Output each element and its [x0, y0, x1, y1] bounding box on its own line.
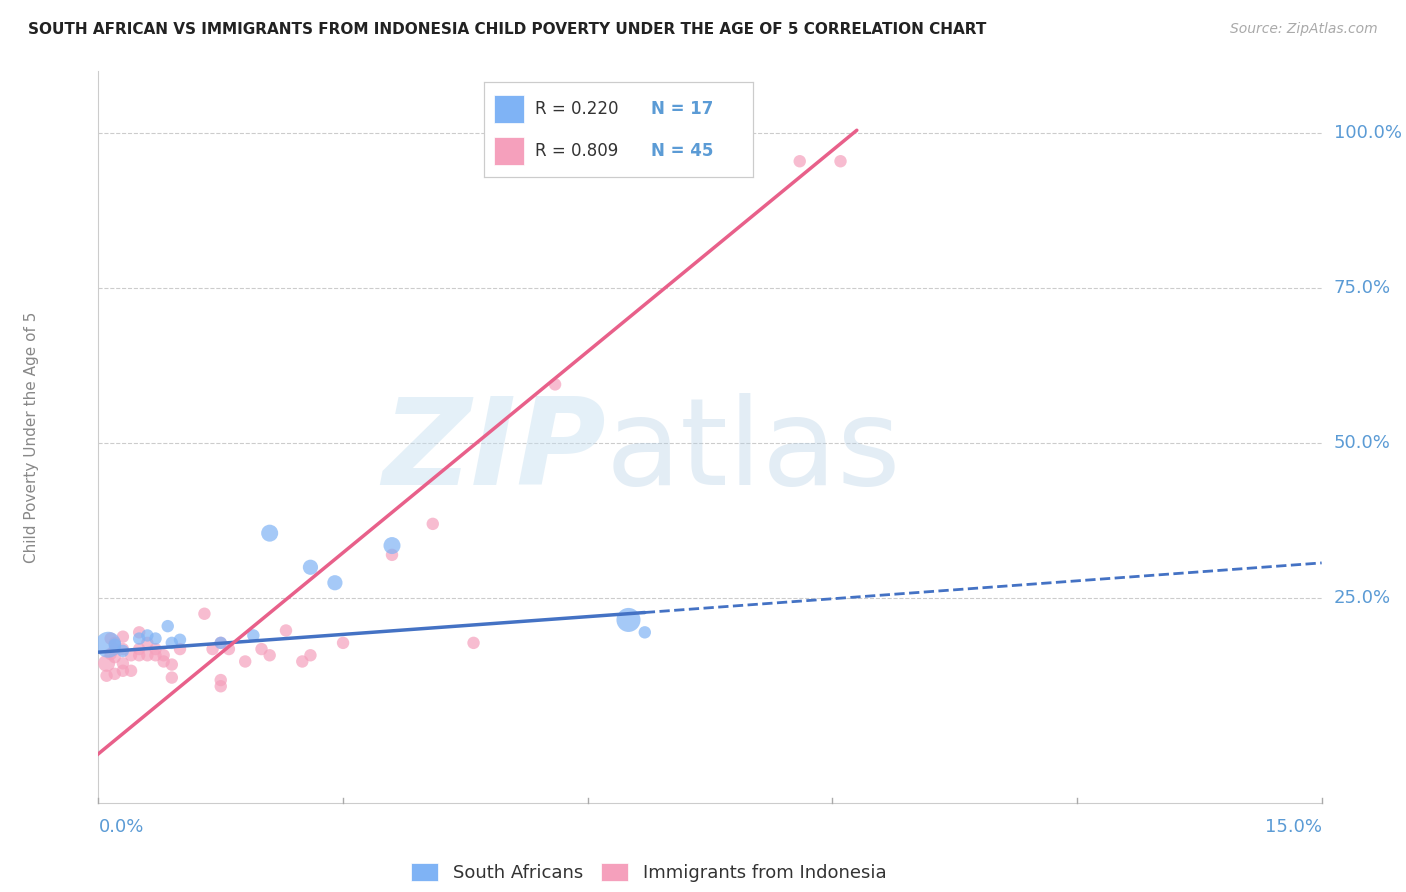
Point [830, 154, 852, 169]
Point [145, 632, 167, 646]
Text: SOUTH AFRICAN VS IMMIGRANTS FROM INDONESIA CHILD POVERTY UNDER THE AGE OF 5 CORR: SOUTH AFRICAN VS IMMIGRANTS FROM INDONES… [28, 22, 987, 37]
Point [152, 655, 174, 669]
Point [136, 628, 159, 642]
Point [100, 632, 122, 646]
Point [422, 516, 444, 531]
Point [145, 648, 167, 663]
Point [97, 638, 120, 652]
Point [193, 607, 215, 621]
Point [299, 560, 322, 574]
Text: 25.0%: 25.0% [1334, 590, 1391, 607]
Point [104, 636, 127, 650]
Point [128, 642, 150, 657]
Point [544, 377, 567, 392]
Text: atlas: atlas [606, 393, 901, 510]
Point [209, 636, 232, 650]
Text: Source: ZipAtlas.com: Source: ZipAtlas.com [1230, 22, 1378, 37]
Point [381, 539, 404, 553]
Point [160, 636, 183, 650]
Point [104, 638, 127, 652]
Text: 100.0%: 100.0% [1334, 124, 1402, 143]
Text: 15.0%: 15.0% [1264, 818, 1322, 837]
Point [128, 632, 150, 646]
Point [209, 679, 232, 693]
Point [169, 642, 191, 657]
Point [299, 648, 322, 663]
Point [209, 673, 232, 687]
Point [96, 669, 118, 683]
Point [634, 625, 657, 640]
Point [323, 575, 346, 590]
Point [111, 630, 134, 644]
Point [259, 526, 281, 541]
Point [104, 650, 127, 665]
Point [120, 664, 142, 678]
Point [136, 648, 159, 663]
Point [104, 666, 127, 681]
Point [250, 642, 273, 657]
Point [104, 642, 127, 657]
Point [233, 655, 256, 669]
Point [209, 636, 232, 650]
Point [136, 636, 159, 650]
Point [128, 625, 150, 640]
Point [169, 632, 191, 647]
Point [111, 644, 134, 658]
Text: 0.0%: 0.0% [98, 818, 143, 837]
Point [617, 613, 640, 627]
Point [218, 642, 240, 657]
Point [100, 647, 122, 661]
Point [274, 624, 297, 638]
Point [332, 636, 354, 650]
Text: 75.0%: 75.0% [1334, 279, 1391, 297]
Point [111, 664, 134, 678]
Point [789, 154, 811, 169]
Point [259, 648, 281, 663]
Legend: South Africans, Immigrants from Indonesia: South Africans, Immigrants from Indonesi… [404, 855, 894, 889]
Text: Child Poverty Under the Age of 5: Child Poverty Under the Age of 5 [24, 311, 38, 563]
Point [111, 642, 134, 657]
Point [156, 619, 179, 633]
Point [160, 657, 183, 672]
Point [242, 628, 264, 642]
Text: ZIP: ZIP [382, 393, 606, 510]
Point [201, 642, 224, 657]
Point [152, 648, 174, 663]
Point [111, 657, 134, 671]
Point [120, 648, 142, 663]
Text: 50.0%: 50.0% [1334, 434, 1391, 452]
Point [96, 657, 118, 671]
Point [160, 671, 183, 685]
Point [291, 655, 314, 669]
Point [381, 548, 404, 562]
Point [145, 642, 167, 657]
Point [463, 636, 485, 650]
Point [128, 648, 150, 663]
